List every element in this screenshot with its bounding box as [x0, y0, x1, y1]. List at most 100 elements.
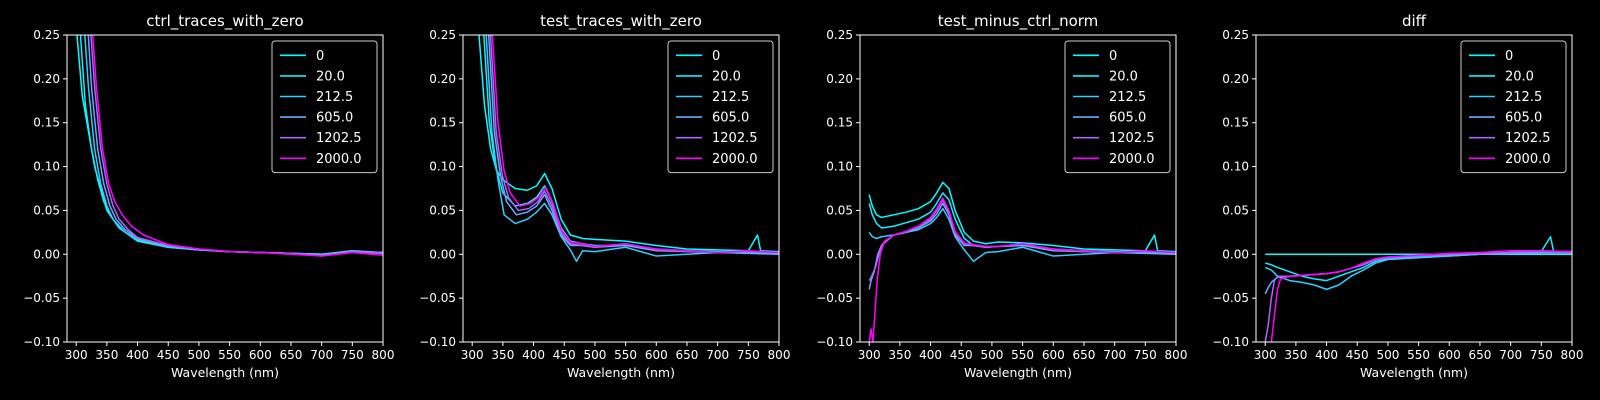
legend: 0 20.0 212.5 605.0 1202.5 2000.0 — [1460, 40, 1567, 174]
x-tick-label: 800 — [768, 348, 791, 362]
x-tick-label: 550 — [614, 348, 637, 362]
y-tick-label: 0.15 — [826, 116, 853, 130]
x-tick-label: 450 — [1346, 348, 1369, 362]
x-tick-label: 500 — [980, 348, 1003, 362]
x-tick-label: 800 — [1165, 348, 1188, 362]
x-tick-label: 750 — [737, 348, 760, 362]
y-tick-label: 0.25 — [826, 28, 853, 42]
y-tick-label: 0.15 — [33, 116, 60, 130]
legend-box — [667, 40, 774, 174]
legend-label: 2000.0 — [1109, 152, 1155, 167]
x-tick-label: 400 — [919, 348, 942, 362]
y-tick-label: 0.05 — [33, 203, 60, 217]
chart-panel-1: ctrl_traces_with_zero 300 350 400 450 500 550 6… — [23, 12, 394, 380]
y-tick-label: 0.10 — [429, 160, 456, 174]
x-tick-label: 500 — [583, 348, 606, 362]
x-tick-label: 350 — [888, 348, 911, 362]
chart-title: test_traces_with_zero — [540, 12, 702, 31]
x-tick-label: 300 — [461, 348, 484, 362]
x-tick-label: 700 — [310, 348, 333, 362]
legend-label: 20.0 — [1109, 69, 1138, 84]
series-line-6 — [491, 35, 779, 254]
y-tick-label: 0.20 — [826, 72, 853, 86]
chart-panel-2: test_traces_with_zero 300 350 400 450 500 550 6… — [419, 12, 790, 380]
y-tick-label: 0.20 — [33, 72, 60, 86]
x-axis-label: Wavelength (nm) — [171, 365, 279, 380]
x-tick-label: 750 — [341, 348, 364, 362]
x-axis-label: Wavelength (nm) — [1360, 365, 1468, 380]
series-group — [868, 181, 1176, 342]
x-tick-label: 350 — [95, 348, 118, 362]
y-tick-label: 0.25 — [429, 28, 456, 42]
legend-label: 605.0 — [1109, 111, 1146, 126]
y-tick-label: 0.10 — [826, 160, 853, 174]
x-tick-label: 350 — [1284, 348, 1307, 362]
legend-label: 20.0 — [1505, 69, 1534, 84]
y-tick-label: −0.05 — [1212, 291, 1249, 305]
x-tick-label: 650 — [280, 348, 303, 362]
y-tick-label: 0.05 — [429, 203, 456, 217]
legend-box — [1064, 40, 1171, 174]
chart-title: diff — [1402, 12, 1427, 30]
y-tick-label: 0.10 — [1222, 160, 1249, 174]
legend-label: 2000.0 — [316, 152, 362, 167]
chart-panel-3: test_minus_ctrl_norm 300 350 400 450 500 550 60… — [816, 12, 1187, 380]
x-tick-label: 450 — [950, 348, 973, 362]
legend-label: 605.0 — [316, 111, 353, 126]
x-tick-label: 650 — [1073, 348, 1096, 362]
x-tick-label: 300 — [65, 348, 88, 362]
legend-label: 1202.5 — [712, 131, 758, 146]
x-tick-label: 800 — [1561, 348, 1584, 362]
chart-title: ctrl_traces_with_zero — [146, 12, 303, 31]
x-tick-label: 650 — [676, 348, 699, 362]
y-tick-label: 0.05 — [1222, 203, 1249, 217]
x-tick-label: 500 — [1376, 348, 1399, 362]
legend-label: 20.0 — [316, 69, 345, 84]
x-tick-label: 400 — [1315, 348, 1338, 362]
y-tick-label: 0.15 — [1222, 116, 1249, 130]
y-tick-label: 0.00 — [429, 247, 456, 261]
x-tick-label: 750 — [1530, 348, 1553, 362]
y-tick-label: −0.10 — [419, 335, 456, 349]
x-tick-label: 600 — [645, 348, 668, 362]
x-tick-label: 300 — [858, 348, 881, 362]
x-tick-label: 450 — [553, 348, 576, 362]
y-tick-label: 0.25 — [33, 28, 60, 42]
y-tick-label: 0.25 — [1222, 28, 1249, 42]
x-tick-label: 400 — [126, 348, 149, 362]
x-axis-label: Wavelength (nm) — [964, 365, 1072, 380]
series-line-3 — [868, 207, 1176, 263]
x-tick-label: 500 — [187, 348, 210, 362]
legend-label: 0 — [1109, 49, 1117, 64]
legend-box — [271, 40, 378, 174]
y-tick-label: −0.10 — [1212, 335, 1249, 349]
x-tick-label: 450 — [157, 348, 180, 362]
legend: 0 20.0 212.5 605.0 1202.5 2000.0 — [1064, 40, 1171, 174]
y-tick-label: −0.10 — [816, 335, 853, 349]
legend: 0 20.0 212.5 605.0 1202.5 2000.0 — [667, 40, 774, 174]
series-line-5 — [489, 35, 779, 254]
x-tick-label: 300 — [1254, 348, 1277, 362]
legend-label: 1202.5 — [1109, 131, 1155, 146]
series-group — [76, 35, 383, 257]
legend-label: 1202.5 — [316, 131, 362, 146]
x-tick-label: 650 — [1469, 348, 1492, 362]
legend-label: 605.0 — [1505, 111, 1542, 126]
x-tick-label: 400 — [522, 348, 545, 362]
y-tick-label: 0.00 — [1222, 247, 1249, 261]
y-tick-label: 0.10 — [33, 160, 60, 174]
legend-label: 212.5 — [1109, 90, 1146, 105]
y-tick-label: 0.05 — [826, 203, 853, 217]
legend-label: 0 — [316, 49, 324, 64]
y-tick-label: −0.05 — [419, 291, 456, 305]
x-tick-label: 550 — [1011, 348, 1034, 362]
x-tick-label: 600 — [1438, 348, 1461, 362]
axes-frame — [1255, 34, 1573, 343]
y-tick-label: 0.00 — [826, 247, 853, 261]
y-tick-label: −0.05 — [23, 291, 60, 305]
chart-panel-4: diff 300 350 400 450 500 550 600 650 700 750 800 −0.… — [1212, 12, 1583, 380]
legend: 0 20.0 212.5 605.0 1202.5 2000.0 — [271, 40, 378, 174]
y-tick-label: −0.10 — [23, 335, 60, 349]
axes-frame — [859, 34, 1177, 343]
